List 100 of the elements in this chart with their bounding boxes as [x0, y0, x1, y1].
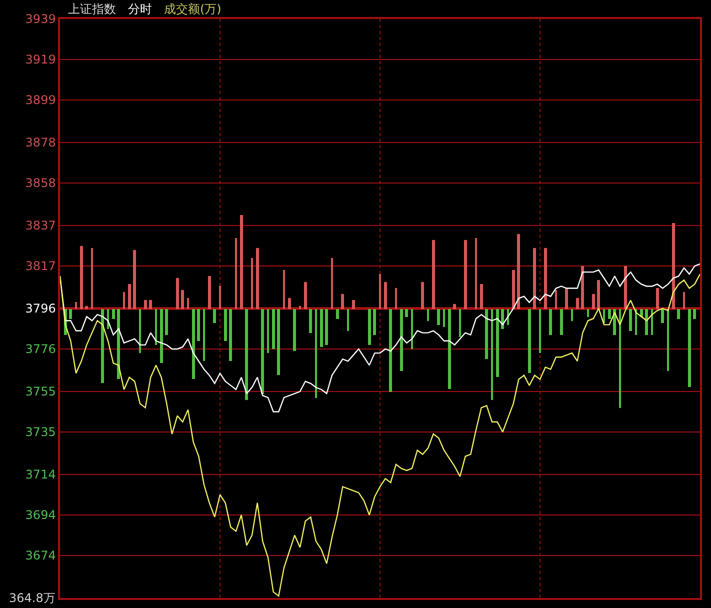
- bar: [576, 298, 579, 309]
- bar: [544, 248, 547, 309]
- bar: [443, 309, 445, 327]
- bar: [661, 309, 664, 323]
- y-tick-label: 3735: [25, 425, 56, 440]
- bar: [69, 309, 72, 319]
- bar: [197, 309, 200, 341]
- bar: [619, 309, 621, 408]
- y-tick-label: 3837: [25, 218, 56, 233]
- bar: [427, 309, 429, 321]
- bar: [592, 294, 595, 309]
- bar: [539, 309, 541, 353]
- bar: [139, 309, 141, 353]
- chart-subtitle: 分时: [128, 2, 152, 16]
- bar: [325, 309, 328, 345]
- bar: [667, 309, 669, 371]
- bar: [464, 240, 467, 309]
- bar: [645, 309, 648, 335]
- bar: [384, 282, 387, 309]
- bar: [128, 284, 131, 309]
- bar: [245, 309, 248, 400]
- bar: [400, 309, 403, 371]
- bar: [256, 248, 259, 309]
- bar: [176, 278, 179, 309]
- bar: [608, 309, 611, 319]
- bar: [203, 309, 205, 361]
- y-tick-label: 3939: [25, 12, 56, 26]
- bar: [101, 309, 104, 383]
- y-tick-label: 3755: [25, 384, 56, 399]
- bar: [320, 309, 323, 347]
- bar: [373, 309, 376, 335]
- bar: [347, 309, 349, 331]
- bar: [672, 223, 675, 309]
- bar: [117, 309, 120, 379]
- bar: [288, 298, 291, 309]
- bar: [635, 309, 637, 335]
- bar: [421, 282, 424, 309]
- bar: [683, 292, 685, 309]
- bar: [565, 288, 568, 309]
- bar: [144, 300, 147, 309]
- bar: [112, 309, 115, 319]
- bar: [187, 298, 189, 309]
- bar: [491, 309, 493, 400]
- bar: [379, 274, 381, 309]
- bar: [341, 294, 344, 309]
- bar: [213, 309, 216, 323]
- bar: [331, 258, 333, 309]
- bar: [155, 309, 157, 345]
- bar: [651, 309, 653, 335]
- bar: [501, 309, 504, 329]
- bar: [480, 284, 483, 309]
- bar: [581, 266, 584, 309]
- bar: [149, 300, 152, 309]
- bar: [555, 290, 557, 309]
- bar: [432, 240, 435, 309]
- bar: [336, 309, 339, 319]
- bar: [459, 309, 461, 337]
- bar: [272, 309, 275, 349]
- bar: [192, 309, 195, 379]
- bar: [533, 248, 536, 309]
- bar: [395, 288, 397, 309]
- bar: [389, 309, 392, 392]
- bar: [181, 290, 184, 309]
- bar: [448, 309, 451, 389]
- y-tick-label: 3776: [25, 342, 56, 356]
- bar: [165, 309, 168, 335]
- bar: [693, 309, 696, 319]
- y-tick-label: 3919: [25, 52, 56, 67]
- bar: [309, 309, 312, 333]
- bar: [240, 215, 243, 309]
- line-series: [60, 263, 700, 412]
- bar: [624, 266, 627, 309]
- bar: [315, 309, 317, 398]
- bar: [603, 309, 605, 323]
- bar: [235, 238, 237, 309]
- y-tick-label: 3694: [25, 508, 56, 522]
- bar: [283, 270, 285, 309]
- y-tick-label: 3714: [25, 468, 56, 482]
- bar: [496, 309, 499, 377]
- bar: [453, 304, 456, 309]
- text: 成交额(万): [164, 2, 222, 16]
- y-tick-label: 3817: [25, 259, 56, 274]
- bar: [91, 248, 93, 309]
- bar: [629, 309, 632, 331]
- bar: [368, 309, 371, 345]
- bar: [293, 309, 296, 351]
- bar: [133, 250, 136, 309]
- bar: [597, 280, 600, 309]
- y-tick-label: 3878: [25, 136, 56, 150]
- bar: [224, 309, 227, 341]
- bar: [123, 292, 125, 309]
- y-tick-label: 3858: [25, 176, 56, 190]
- bar: [75, 302, 77, 309]
- bar: [405, 309, 408, 317]
- bar: [677, 309, 680, 319]
- bar: [219, 286, 221, 309]
- bar: [587, 309, 589, 317]
- bar: [485, 309, 488, 359]
- bar: [437, 309, 440, 325]
- bar: [229, 309, 232, 361]
